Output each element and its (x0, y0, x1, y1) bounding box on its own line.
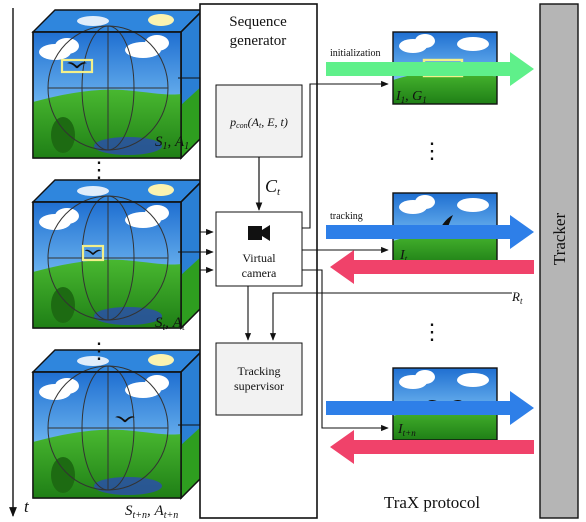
time-axis-label: t (24, 497, 30, 516)
tracking-arrow (326, 215, 534, 249)
trax-protocol-label: TraX protocol (384, 493, 480, 512)
supervisor-label-line1: Tracking (238, 364, 281, 378)
state-label-1: S1, A1 (155, 134, 189, 152)
frame-label-2: It (399, 248, 408, 264)
response-arrow-1 (330, 250, 534, 284)
ct-label: Ct (265, 176, 281, 198)
frame-label-3: It+n (397, 422, 416, 438)
generator-title-line2: generator (230, 33, 287, 49)
frame-label-1: I1, G1 (395, 89, 427, 105)
camera-to-frame1 (302, 80, 389, 229)
cube3-to-camera (178, 266, 214, 426)
response-arrow (269, 292, 512, 341)
tracker-panel (539, 3, 579, 519)
tracking-arrow-2 (326, 391, 534, 425)
camera-label-line1: Virtual (242, 251, 276, 265)
ellipsis-cubes-1: ⋮ (88, 157, 110, 182)
response-arrow-2 (330, 430, 534, 464)
pcon-box (215, 84, 303, 158)
camera-icon (248, 225, 270, 241)
initialization-label: initialization (330, 48, 381, 59)
supervisor-label-line2: supervisor (234, 379, 284, 393)
ellipsis-frames-1: ⋮ (421, 138, 443, 163)
tracker-label: Tracker (550, 213, 569, 266)
camera-to-frame3 (302, 269, 389, 432)
response-label: Rt (511, 289, 523, 306)
camera-label-line2: camera (242, 266, 277, 280)
state-cube-1 (32, 9, 204, 159)
initialization-arrow (326, 52, 534, 86)
tracking-label: tracking (330, 211, 363, 222)
state-cube-2 (32, 179, 204, 329)
cube1-to-camera (178, 77, 214, 236)
state-label-3: St+n, At+n (125, 503, 178, 521)
tracking-supervisor-box (215, 342, 303, 416)
state-cube-3 (32, 349, 204, 499)
ellipsis-frames-2: ⋮ (421, 319, 443, 344)
state-label-2: St, At (155, 315, 185, 333)
ellipsis-cubes-2: ⋮ (88, 338, 110, 363)
generator-title-line1: Sequence (229, 14, 287, 30)
pcon-label: pcon(At, E, t) (229, 115, 288, 130)
virtual-camera-box (215, 211, 303, 287)
